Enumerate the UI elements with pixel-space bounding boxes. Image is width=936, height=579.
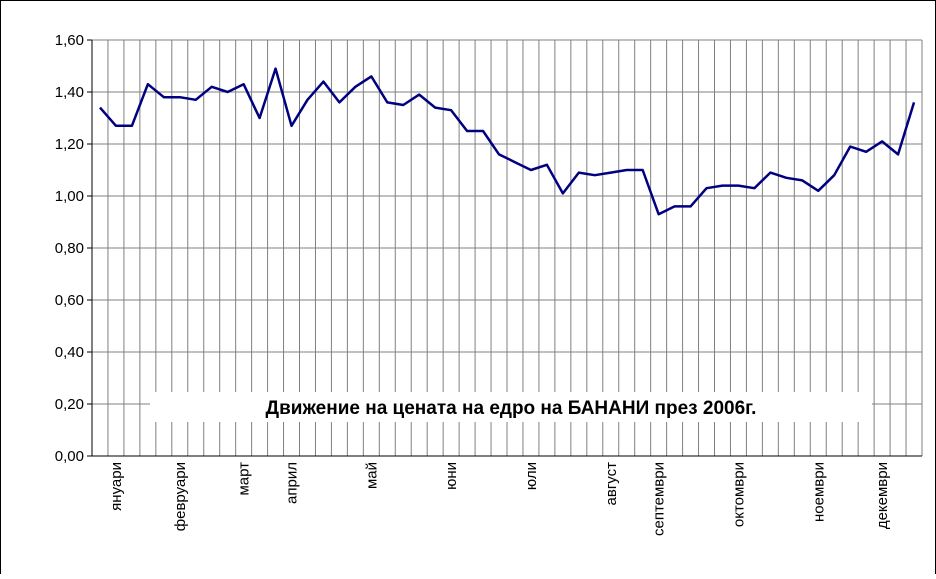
- x-tick-label: октомври: [730, 462, 747, 527]
- y-tick-label: 0,20: [55, 396, 84, 413]
- x-tick-label: юни: [443, 462, 460, 490]
- x-tick-label: май: [363, 462, 380, 489]
- data-line: [99, 67, 916, 216]
- y-tick-label: 1,60: [55, 32, 84, 49]
- x-tick-label: февруари: [172, 462, 189, 531]
- y-tick-label: 0,80: [55, 240, 84, 257]
- x-tick-label: ноември: [810, 462, 827, 522]
- x-tick-label: декември: [874, 462, 891, 529]
- y-tick-label: 0,00: [55, 448, 84, 465]
- y-tick-label: 1,20: [55, 136, 84, 153]
- x-tick-label: април: [284, 462, 301, 504]
- y-tick-label: 1,40: [55, 84, 84, 101]
- x-tick-label: септември: [651, 462, 668, 536]
- x-tick-label: март: [236, 462, 253, 496]
- annotation-box: [150, 392, 872, 422]
- y-tick-label: 0,40: [55, 344, 84, 361]
- y-tick-label: 0,60: [55, 292, 84, 309]
- x-tick-label: юли: [523, 462, 540, 490]
- x-tick-label: януари: [108, 462, 125, 511]
- y-tick-label: 1,00: [55, 188, 84, 205]
- annotation: Движение на цената на едро на БАНАНИ пре…: [266, 398, 757, 419]
- x-tick-label: август: [603, 462, 620, 506]
